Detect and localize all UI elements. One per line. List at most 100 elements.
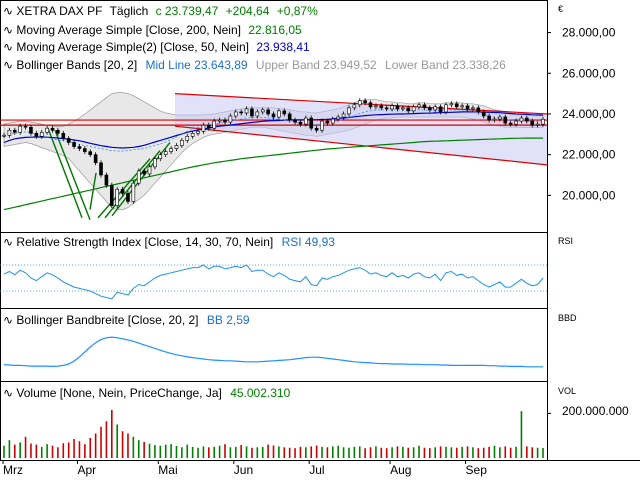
price-candle <box>514 120 518 125</box>
x-tick-label: Jul <box>309 463 324 477</box>
price-candle <box>34 132 39 137</box>
price-candle <box>201 124 206 132</box>
price-candle <box>347 107 351 115</box>
legend-icon: ∿ <box>3 386 13 400</box>
price-candle <box>45 127 49 133</box>
bbd-panel <box>3 336 543 368</box>
bandwidth-line <box>3 336 543 368</box>
price-candle <box>535 123 540 126</box>
rsi-value: RSI 49,93 <box>282 235 336 249</box>
price-candle <box>503 116 508 124</box>
price-candle <box>260 109 265 113</box>
rsi-line <box>3 264 544 300</box>
rsi-label: Relative Strength Index [Close, 14, 30, … <box>16 235 273 249</box>
x-tick-label: Mai <box>158 463 177 477</box>
fan-line <box>89 172 97 210</box>
legend-row-ma50: ∿ Moving Average Simple(2) [Close, 50, N… <box>3 40 310 54</box>
price-candle <box>325 120 330 124</box>
price-candle <box>180 140 184 146</box>
bbd-value: BB 2,59 <box>207 313 250 327</box>
price-candle <box>492 118 497 121</box>
fan-line <box>97 158 151 219</box>
volume-tick: 200.000.000 <box>562 404 629 418</box>
price-candle <box>207 124 211 129</box>
price-candle <box>438 106 443 113</box>
panel-frames <box>0 0 640 461</box>
price-candle <box>363 100 367 104</box>
price-candle <box>120 188 125 194</box>
price-candle <box>266 109 270 115</box>
price-candle <box>7 129 12 136</box>
price-candle <box>126 193 130 202</box>
price-candle <box>390 105 394 110</box>
fan-line <box>47 127 83 219</box>
x-tick-label: Mrz <box>3 463 23 477</box>
price-candle <box>153 158 157 168</box>
price-candle <box>250 108 254 117</box>
price-candle <box>498 116 502 120</box>
price-candle <box>239 111 243 114</box>
price-candle <box>131 182 136 202</box>
price-candle <box>352 104 357 109</box>
price-tick-label: 24.000,00 <box>562 107 616 121</box>
price-candle <box>142 170 146 175</box>
legend-row-bb: ∿ Bollinger Bands [20, 2] Mid Line 23.64… <box>3 58 506 72</box>
price-candle <box>217 119 222 122</box>
price-candle <box>293 119 297 123</box>
price-candle <box>519 117 524 122</box>
price-candle <box>39 131 44 137</box>
x-tick-label: Jun <box>234 463 253 477</box>
price-candle <box>541 118 545 125</box>
period-label: Täglich <box>110 4 149 18</box>
legend-icon: ∿ <box>3 313 13 327</box>
bbd-legend: ∿ Bollinger Bandbreite [Close, 20, 2] BB… <box>3 313 577 327</box>
price-candle <box>228 115 233 123</box>
price-candle <box>406 107 411 112</box>
price-candle <box>147 166 152 175</box>
price-candle <box>93 154 98 164</box>
bbd-label: Bollinger Bandbreite [Close, 20, 2] <box>16 313 198 327</box>
volume-panel <box>3 410 551 458</box>
volume-value: 45.002.310 <box>230 386 290 400</box>
bbd-tag: BBD <box>558 313 577 323</box>
legend-row-ma200: ∿ Moving Average Simple [Close, 200, Nei… <box>3 23 302 37</box>
x-tick-label: Sep <box>466 463 488 477</box>
price-candle <box>341 113 346 118</box>
price-candle <box>61 132 66 139</box>
price-candle <box>185 136 190 141</box>
price-candle <box>465 105 470 110</box>
price-candle <box>190 132 195 137</box>
volume-tag: VOL <box>558 386 576 396</box>
volume-label: Volume [None, Nein, PriceChange, Ja] <box>16 386 221 400</box>
price-candle <box>136 170 141 184</box>
price-tick-label: 20.000,00 <box>562 188 616 202</box>
price-candle <box>401 107 405 110</box>
price-candle <box>115 188 119 206</box>
rsi-panel <box>0 264 547 300</box>
price-candle <box>422 104 427 109</box>
price-candle <box>158 154 163 160</box>
price-candle <box>298 121 303 125</box>
price-candle <box>277 110 281 118</box>
price-candle <box>336 116 340 120</box>
price-candle <box>330 118 335 124</box>
x-tick-label: Aug <box>390 463 411 477</box>
price-candle <box>460 105 464 108</box>
ma200-line <box>3 137 543 211</box>
price-candle <box>508 122 513 125</box>
ma50-value: 23.938,41 <box>256 40 310 54</box>
price-candle <box>169 148 173 152</box>
price-candle <box>110 184 114 206</box>
price-candle <box>223 119 227 123</box>
x-tick-label: Apr <box>77 463 96 477</box>
fan-line <box>54 129 91 221</box>
volume-legend: ∿ Volume [None, Nein, PriceChange, Ja] 4… <box>3 386 629 418</box>
price-candle <box>23 125 28 128</box>
price-tick-label: 28.000,00 <box>562 26 616 40</box>
bb-upper-value: Upper Band 23.949,52 <box>256 58 377 72</box>
price-candle <box>282 110 287 115</box>
rsi-legend-row: ∿ Relative Strength Index [Close, 14, 30… <box>3 235 335 249</box>
price-tick-label: 26.000,00 <box>562 66 616 80</box>
price-candle <box>2 135 6 137</box>
price-candle <box>357 100 362 106</box>
